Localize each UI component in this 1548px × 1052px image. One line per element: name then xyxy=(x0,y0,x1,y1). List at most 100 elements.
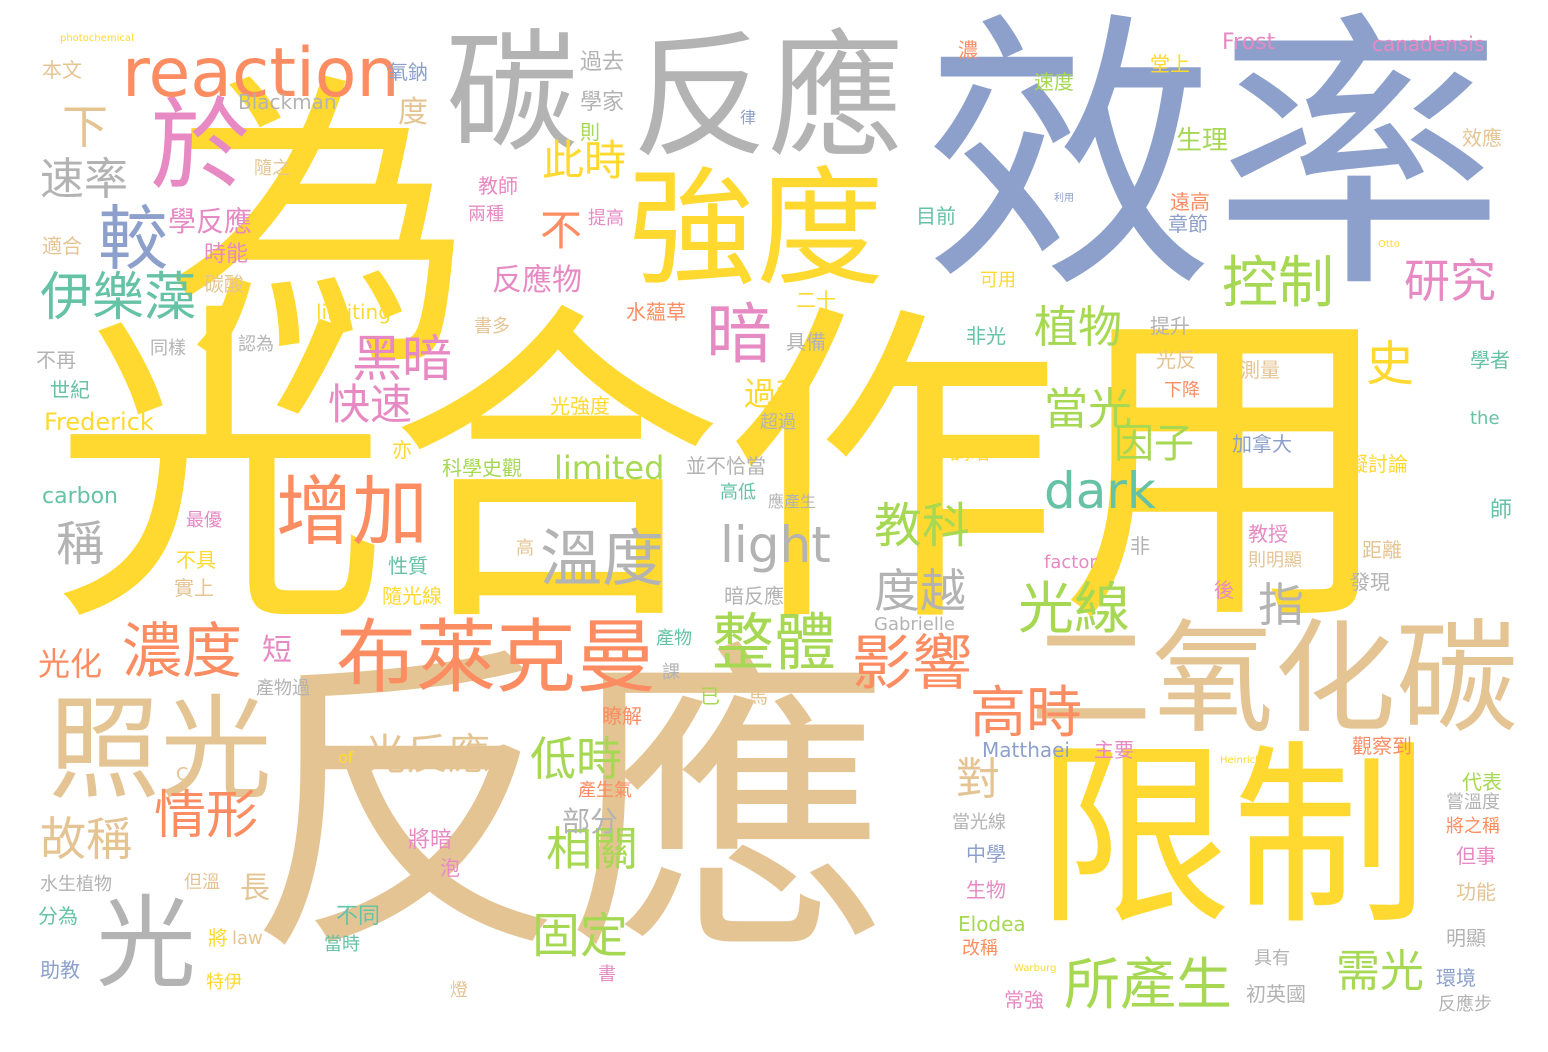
word: 課 xyxy=(662,662,680,683)
word: 反應 xyxy=(632,19,904,177)
word: 但溫 xyxy=(184,872,220,893)
word: Otto xyxy=(1378,239,1400,250)
word: 堂上 xyxy=(1150,52,1190,76)
word: 師 xyxy=(1490,498,1513,523)
word: 將 xyxy=(208,926,228,950)
word: 學者 xyxy=(1470,348,1510,372)
word: 利用 xyxy=(1054,193,1074,204)
word: 測量 xyxy=(1240,358,1280,382)
word: 改稱 xyxy=(962,938,998,959)
word: 速度 xyxy=(1034,70,1074,94)
word: 光反應 xyxy=(364,730,491,779)
word: Warburg xyxy=(1014,963,1057,974)
word: 指 xyxy=(1258,578,1304,632)
word: C xyxy=(176,764,189,785)
word: canadensis xyxy=(1372,32,1485,56)
word: 主要 xyxy=(1094,738,1134,762)
word: reaction xyxy=(122,34,400,113)
word: 此時 xyxy=(542,136,627,185)
word: 超過 xyxy=(760,412,796,433)
word: 但事 xyxy=(1456,844,1496,868)
word: 暗 xyxy=(706,296,772,373)
word: 需光 xyxy=(1336,946,1424,997)
word: limiting xyxy=(316,300,391,324)
word: 常強 xyxy=(1004,988,1044,1012)
word: 燈 xyxy=(450,980,468,1001)
word: 調暗 xyxy=(950,440,990,464)
word: 光強度 xyxy=(550,394,610,418)
word: 二十 xyxy=(796,288,836,312)
word: law xyxy=(232,928,263,949)
word: 最優 xyxy=(186,510,222,531)
word: 高 xyxy=(516,538,534,559)
word: 影響 xyxy=(852,629,972,699)
word: 產生氣 xyxy=(578,780,632,801)
word: 照光 xyxy=(48,685,272,815)
word: 效率 xyxy=(924,0,1504,327)
word: Frost xyxy=(1222,30,1276,55)
word: 生理 xyxy=(1176,126,1229,156)
word: 故稱 xyxy=(40,812,132,866)
word: 嘗溫度 xyxy=(1446,792,1500,813)
word: 助教 xyxy=(40,958,80,982)
word: 暗反應 xyxy=(724,584,784,608)
word: 光合作用 xyxy=(52,277,1396,668)
word: 學家 xyxy=(580,90,625,115)
word: 反應物 xyxy=(492,263,582,298)
word: 產物 xyxy=(656,628,692,649)
word: 黑暗 xyxy=(352,330,452,388)
word: 光反 xyxy=(1156,348,1196,372)
word: 為 xyxy=(166,48,474,407)
word: 同樣 xyxy=(150,338,186,359)
word: light xyxy=(720,516,831,574)
word: 認為 xyxy=(238,334,274,355)
word: 功能 xyxy=(1456,880,1496,904)
word: Heinrich xyxy=(1220,755,1262,766)
word: 部分 xyxy=(562,805,619,838)
word: 實上 xyxy=(174,576,214,600)
word: 效應 xyxy=(1462,126,1502,150)
word: 加拿大 xyxy=(1232,432,1292,456)
word: 布萊克曼 xyxy=(336,611,656,704)
word: 水生植物 xyxy=(40,874,112,895)
word: Frederick xyxy=(44,408,154,436)
word: 高時 xyxy=(970,681,1082,746)
word: 遠高 xyxy=(1170,190,1210,214)
word: the xyxy=(1470,408,1500,429)
word: 環境 xyxy=(1436,966,1476,990)
word: 應產生 xyxy=(768,492,817,511)
word: 過程 xyxy=(744,375,809,413)
word: 相關 xyxy=(546,822,638,876)
word: 兩種 xyxy=(468,204,504,225)
word: 過去 xyxy=(580,50,625,75)
word: 較 xyxy=(98,198,168,280)
word: 教授 xyxy=(1248,522,1288,546)
word: 觀察到 xyxy=(1352,734,1412,758)
word: 性質 xyxy=(388,554,428,578)
word: 產物過 xyxy=(256,678,310,699)
word: 限制 xyxy=(1036,724,1429,952)
word: 亦 xyxy=(392,438,412,462)
word: 隨之 xyxy=(254,158,290,179)
word: 研究 xyxy=(1404,254,1496,308)
word: 將暗 xyxy=(408,828,453,853)
word: 碳 xyxy=(446,17,578,171)
word: 教師 xyxy=(478,174,518,198)
word: 律 xyxy=(740,108,757,127)
word: 發現 xyxy=(1350,570,1390,594)
word: 控制 xyxy=(1222,251,1334,316)
word: 可用 xyxy=(980,270,1016,291)
word: 科學史觀 xyxy=(442,456,522,480)
word: 固定 xyxy=(532,908,629,964)
word: 書多 xyxy=(474,316,510,337)
word: 所產生 xyxy=(1064,953,1232,1018)
word: 提升 xyxy=(1150,314,1190,338)
word: 擬討論 xyxy=(1348,452,1408,476)
word: 世紀 xyxy=(50,378,90,402)
word: 濃度 xyxy=(122,617,242,687)
word: 高低 xyxy=(720,482,756,503)
word: 目前 xyxy=(916,204,956,228)
word: 將之稱 xyxy=(1446,816,1500,837)
word: 並不恰當 xyxy=(686,454,766,478)
